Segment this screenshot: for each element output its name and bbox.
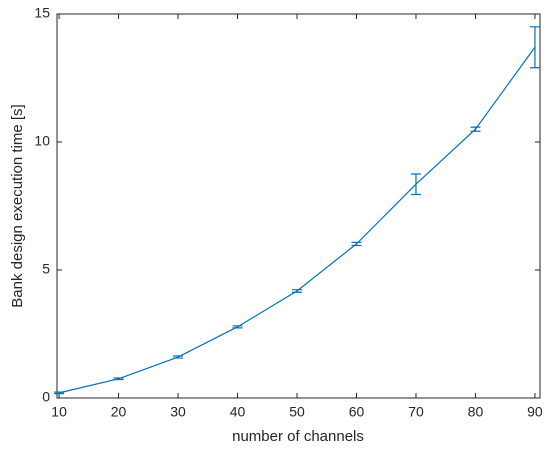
error-bar [173,355,184,359]
plot-area [56,13,541,399]
y-tick-label: 0 [42,389,50,405]
error-bar [232,325,243,329]
x-tick-label: 70 [408,404,424,420]
error-bar [292,289,303,293]
error-bar [529,26,540,69]
y-axis-label: Bank design execution time [s] [9,104,26,307]
error-bar [470,126,481,132]
x-tick-label: 30 [170,404,186,420]
y-tick-label: 5 [42,261,50,277]
x-tick-label: 90 [527,404,543,420]
x-axis-label: number of channels [232,428,364,445]
error-bar [351,241,362,247]
x-tick-label: 10 [51,404,67,420]
x-tick-label: 60 [349,404,365,420]
x-tick-label: 40 [230,404,246,420]
x-tick-label: 50 [289,404,305,420]
error-bar [54,391,65,395]
error-bar [113,377,124,381]
y-tick-label: 10 [34,133,50,149]
error-bar [410,173,421,196]
y-tick-label: 15 [34,5,50,21]
x-tick-label: 20 [111,404,127,420]
x-tick-label: 80 [468,404,484,420]
